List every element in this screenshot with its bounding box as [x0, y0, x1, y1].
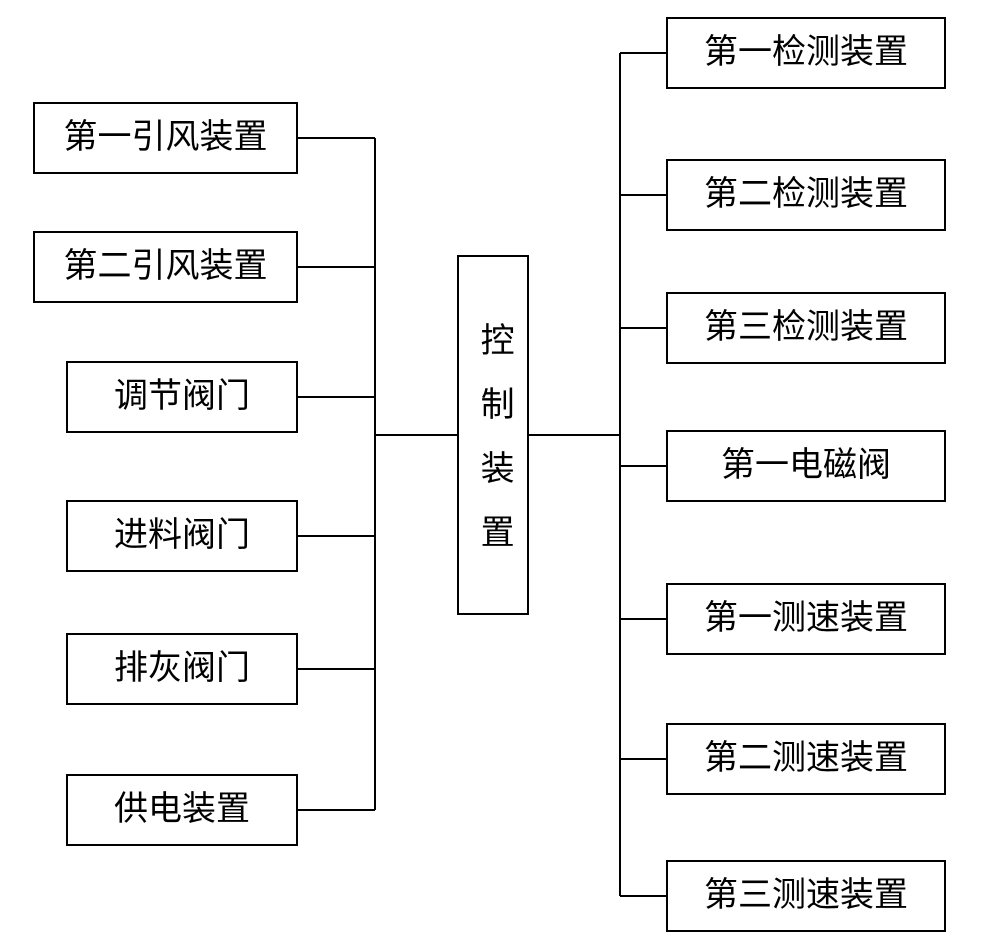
node-label: 进料阀门 [114, 514, 250, 558]
center-node-control-device: 控制装置 [457, 255, 529, 615]
node-label: 第三检测装置 [704, 306, 908, 350]
right-node-speed-2: 第二测速装置 [666, 723, 946, 795]
node-label: 第二引风装置 [64, 245, 268, 289]
right-node-detection-1: 第一检测装置 [666, 17, 946, 89]
right-node-speed-1: 第一测速装置 [666, 583, 946, 655]
left-node-feed-valve: 进料阀门 [66, 500, 298, 572]
right-node-speed-3: 第三测速装置 [666, 860, 946, 932]
right-node-detection-3: 第三检测装置 [666, 292, 946, 364]
left-node-fan-1: 第一引风装置 [33, 102, 298, 174]
left-node-power-supply: 供电装置 [66, 774, 298, 846]
node-label: 第三测速装置 [704, 874, 908, 918]
right-node-detection-2: 第二检测装置 [666, 159, 946, 231]
node-label: 供电装置 [114, 788, 250, 832]
node-label: 第一引风装置 [64, 116, 268, 160]
node-label: 排灰阀门 [114, 647, 250, 691]
left-node-regulating-valve: 调节阀门 [66, 361, 298, 433]
node-label: 第一测速装置 [704, 597, 908, 641]
left-node-fan-2: 第二引风装置 [33, 231, 298, 303]
node-label: 第二检测装置 [704, 173, 908, 217]
node-label: 调节阀门 [114, 375, 250, 419]
left-node-ash-valve: 排灰阀门 [66, 633, 298, 705]
node-label: 第二测速装置 [704, 737, 908, 781]
center-node-label: 控制装置 [471, 322, 515, 578]
node-label: 第一检测装置 [704, 31, 908, 75]
right-node-solenoid-1: 第一电磁阀 [666, 430, 946, 502]
node-label: 第一电磁阀 [721, 444, 891, 488]
